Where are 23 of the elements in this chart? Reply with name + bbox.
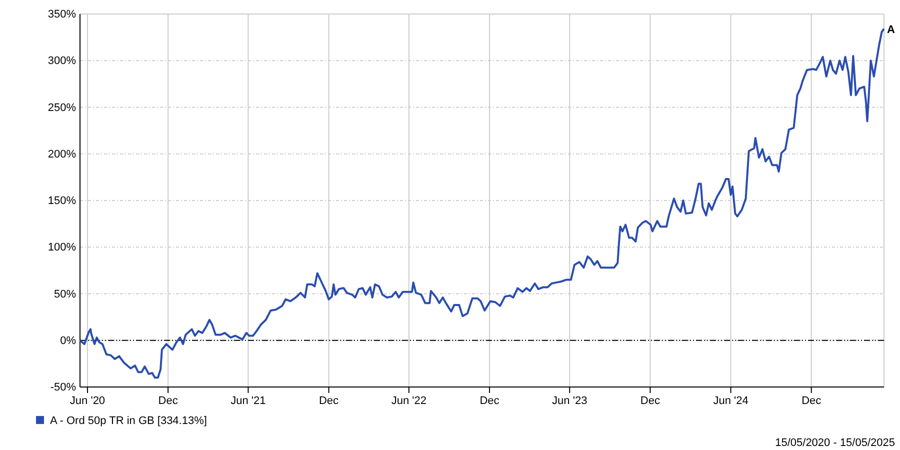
y-tick-label: 300% xyxy=(48,55,76,68)
y-tick-label: 100% xyxy=(48,242,76,254)
line-series xyxy=(79,28,885,379)
x-tick-label: Jun '23 xyxy=(552,394,588,407)
legend-label: A - Ord 50p TR in GB [334.13%] xyxy=(50,415,207,427)
x-tick-label: Dec xyxy=(318,394,340,407)
text: 15/05/2020 - 15/05/2025 xyxy=(775,437,895,449)
x-tick-label: Jun '21 xyxy=(230,394,266,407)
x-tick-label: Dec xyxy=(640,394,660,407)
x-tick-label: Dec xyxy=(480,394,500,407)
x-tick-label: Jun '22 xyxy=(391,394,426,407)
text: A xyxy=(887,24,895,36)
y-tick-label: 0% xyxy=(60,334,76,347)
x-tick-label: Jun '24 xyxy=(713,394,748,407)
y-tick-label: 200% xyxy=(48,148,76,160)
x-tick-label: Dec xyxy=(158,394,178,407)
y-tick-label: 350% xyxy=(48,8,76,21)
y-tick-label: 50% xyxy=(54,288,76,300)
y-tick-label: 250% xyxy=(48,102,76,114)
y-tick-label: 150% xyxy=(48,195,76,208)
y-tick-label: -50% xyxy=(50,382,76,394)
x-tick-label: Dec xyxy=(802,394,822,407)
x-tick-label: Jun '20 xyxy=(70,394,106,407)
